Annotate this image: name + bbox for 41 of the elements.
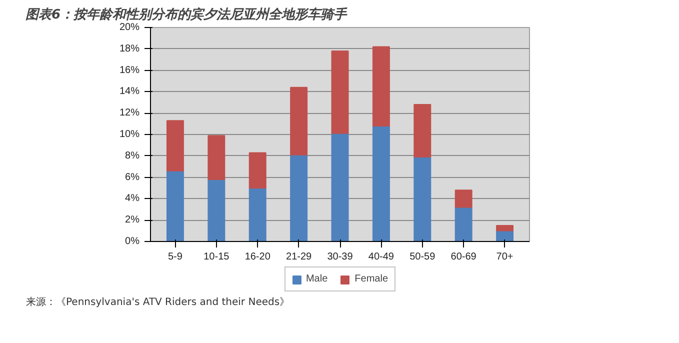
y-tick-label: 16%	[119, 64, 140, 76]
y-tick-label: 18%	[119, 43, 140, 54]
y-tick-label: 14%	[119, 86, 140, 98]
y-tick-label: 20%	[119, 22, 140, 33]
bar	[414, 104, 432, 158]
bar	[166, 120, 184, 172]
y-tick-label: 6%	[125, 172, 140, 183]
bar	[208, 178, 226, 242]
bar	[290, 154, 308, 242]
x-tick-label: 5-9	[168, 252, 183, 262]
bar	[372, 125, 390, 242]
bar	[414, 156, 432, 242]
y-tick-label: 12%	[119, 108, 140, 119]
y-tick-label: 0%	[125, 236, 140, 247]
x-tick-label: 40-49	[368, 252, 394, 262]
x-tick-label: 16-20	[244, 252, 271, 262]
bar	[372, 46, 390, 126]
chart-title: 图表6：按年龄和性别分布的宾夕法尼亚州全地形车骑手	[26, 6, 348, 22]
legend-label: Male	[306, 274, 328, 284]
bar	[166, 170, 184, 242]
bar	[248, 152, 266, 188]
bar	[454, 190, 472, 208]
x-tick-label: 10-15	[204, 252, 230, 262]
bar	[496, 224, 514, 232]
y-tick-label: 4%	[125, 193, 140, 204]
bar	[454, 206, 472, 242]
x-tick-label: 50-59	[410, 252, 436, 262]
x-tick-label: 30-39	[327, 252, 354, 262]
bar	[331, 50, 349, 134]
bar	[331, 132, 349, 242]
x-tick-label: 21-29	[286, 252, 312, 262]
y-tick-label: 10%	[119, 129, 140, 140]
source-note: 来源：《Pennsylvania's ATV Riders and their Needs》	[26, 296, 290, 310]
bar	[208, 135, 226, 180]
y-tick-label: 2%	[125, 214, 140, 226]
legend-label: Female	[354, 274, 388, 284]
bar	[248, 188, 266, 242]
y-tick-label: 8%	[125, 150, 140, 162]
x-tick-label: 60-69	[450, 252, 477, 262]
bar	[290, 86, 308, 156]
x-tick-label: 70+	[496, 252, 514, 262]
